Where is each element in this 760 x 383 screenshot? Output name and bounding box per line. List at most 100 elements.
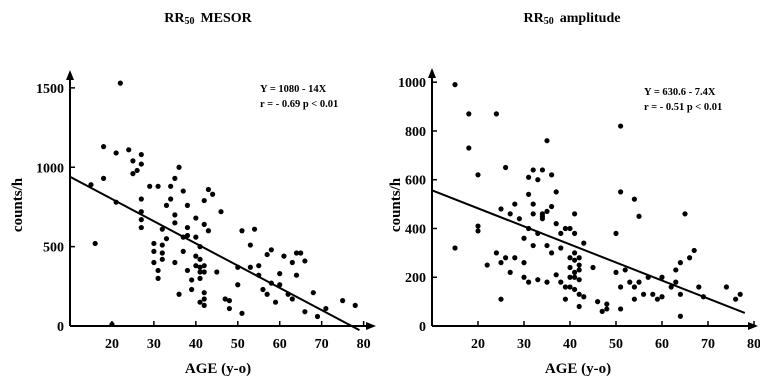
data-point bbox=[256, 263, 262, 269]
data-point bbox=[201, 296, 207, 302]
data-point bbox=[572, 257, 578, 263]
data-point bbox=[562, 225, 568, 232]
data-point bbox=[595, 299, 601, 305]
data-point bbox=[737, 291, 743, 297]
data-point bbox=[572, 211, 578, 217]
plot-area: 0 500 1000 1500 20 30 40 50 60 70 80 bbox=[36, 70, 376, 352]
x-axis-arrow bbox=[748, 322, 758, 330]
data-point bbox=[475, 228, 481, 234]
data-point bbox=[581, 240, 587, 246]
data-point bbox=[130, 158, 136, 164]
data-point bbox=[201, 269, 207, 275]
y-axis-arrow bbox=[428, 68, 436, 78]
y-tick-label: 0 bbox=[57, 320, 64, 335]
data-point bbox=[130, 171, 136, 177]
data-point bbox=[682, 211, 688, 217]
data-point bbox=[180, 188, 186, 194]
data-point bbox=[189, 286, 195, 293]
data-point bbox=[526, 174, 532, 180]
data-point bbox=[100, 144, 107, 150]
data-point bbox=[507, 269, 513, 275]
data-point bbox=[214, 269, 220, 275]
data-point bbox=[264, 251, 270, 258]
data-point bbox=[302, 309, 308, 315]
plot-area: 0 200 400 600 800 1000 20 30 40 50 60 70 80 bbox=[398, 68, 760, 352]
data-point bbox=[247, 264, 253, 270]
data-point bbox=[176, 164, 182, 170]
data-point bbox=[553, 272, 559, 278]
data-point bbox=[631, 284, 637, 290]
data-point bbox=[272, 299, 279, 305]
data-point bbox=[323, 305, 329, 312]
data-point bbox=[521, 260, 527, 266]
data-point bbox=[193, 263, 199, 269]
data-point bbox=[184, 224, 191, 231]
x-tick-label: 40 bbox=[563, 337, 577, 352]
data-point bbox=[184, 202, 191, 208]
y-tick-label: 200 bbox=[405, 271, 426, 286]
data-point bbox=[567, 225, 573, 232]
data-point bbox=[151, 248, 157, 254]
correlation-stats: r = - 0.51 p < 0.01 bbox=[644, 102, 722, 113]
data-point bbox=[109, 321, 115, 328]
y-tick-label: 400 bbox=[405, 222, 426, 237]
data-point bbox=[138, 209, 144, 215]
data-point bbox=[100, 175, 107, 181]
data-point bbox=[222, 296, 228, 302]
y-axis-arrow bbox=[66, 70, 74, 80]
data-point bbox=[558, 279, 564, 285]
x-axis-label: AGE (y-o) bbox=[545, 361, 611, 377]
y-axis-label: counts/h bbox=[10, 177, 26, 232]
x-axis-arrow bbox=[366, 322, 376, 330]
chart-title: RR50 MESOR bbox=[164, 11, 252, 27]
data-point bbox=[498, 260, 504, 266]
data-point bbox=[641, 291, 647, 297]
data-point bbox=[498, 296, 504, 302]
data-point bbox=[289, 259, 295, 266]
data-point bbox=[247, 242, 253, 248]
data-point bbox=[677, 291, 683, 297]
data-point bbox=[168, 196, 174, 202]
y-axis-label: counts/h bbox=[388, 177, 404, 232]
x-tick-label: 80 bbox=[357, 337, 371, 352]
data-point bbox=[193, 215, 199, 221]
data-point bbox=[512, 255, 518, 261]
data-point bbox=[277, 282, 283, 288]
data-point bbox=[113, 199, 119, 205]
data-point bbox=[503, 255, 509, 261]
data-point bbox=[687, 255, 693, 261]
y-tick-label: 0 bbox=[419, 320, 426, 335]
data-point bbox=[201, 290, 207, 296]
data-point bbox=[535, 277, 541, 283]
data-point bbox=[636, 213, 642, 219]
data-point bbox=[159, 242, 165, 248]
x-tick-label: 20 bbox=[471, 337, 485, 352]
data-point bbox=[205, 228, 212, 234]
data-point bbox=[627, 279, 633, 285]
data-point bbox=[293, 250, 300, 256]
data-point bbox=[549, 250, 555, 256]
data-point bbox=[352, 302, 358, 308]
data-point bbox=[226, 305, 232, 312]
data-point bbox=[613, 230, 619, 236]
data-point bbox=[696, 284, 702, 290]
data-point bbox=[172, 259, 178, 266]
data-point bbox=[302, 258, 308, 264]
data-point bbox=[281, 253, 287, 259]
data-point bbox=[618, 284, 624, 290]
data-point bbox=[535, 177, 541, 183]
data-point bbox=[147, 183, 153, 189]
data-point bbox=[650, 291, 656, 297]
data-point bbox=[197, 275, 203, 281]
data-point bbox=[452, 82, 458, 88]
data-point bbox=[235, 282, 241, 288]
data-point bbox=[201, 302, 207, 308]
chart-amplitude: RR50 amplitude Y = 630.6 - 7.4X r = - 0.5… bbox=[388, 11, 760, 377]
data-point bbox=[645, 274, 651, 280]
data-point bbox=[544, 242, 550, 249]
data-point bbox=[530, 211, 536, 217]
data-point bbox=[168, 183, 174, 189]
data-point bbox=[576, 303, 582, 310]
data-point bbox=[210, 191, 216, 197]
data-point bbox=[176, 291, 182, 297]
